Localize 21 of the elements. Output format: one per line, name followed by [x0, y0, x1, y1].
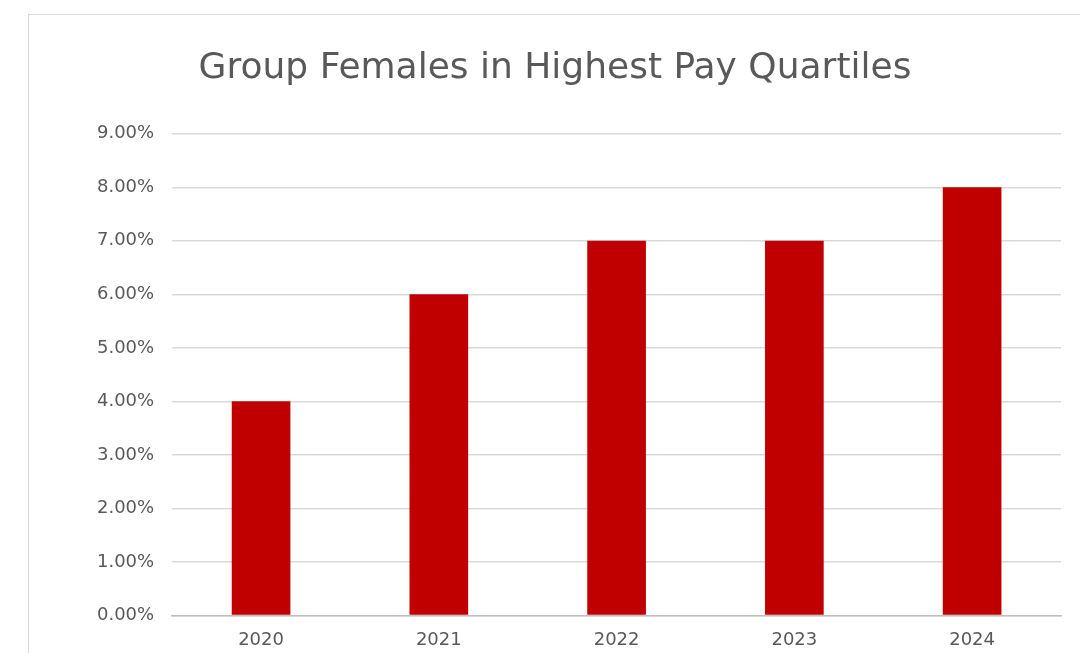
bar — [942, 187, 1002, 615]
bar — [587, 240, 646, 615]
y-tick-label: 8.00% — [96, 174, 155, 196]
y-tick-label: 7.00% — [96, 228, 155, 250]
y-tick-label: 6.00% — [96, 282, 155, 304]
chart-title: Group Females in Highest Pay Quartiles — [197, 45, 913, 86]
x-tick-label: 2021 — [415, 627, 462, 649]
y-tick-label: 1.00% — [96, 549, 155, 571]
bar — [765, 240, 824, 615]
bar — [231, 401, 291, 615]
bar — [409, 294, 469, 615]
x-tick-label: 2020 — [238, 627, 284, 649]
y-tick-label: 3.00% — [96, 442, 155, 464]
y-tick-label: 9.00% — [96, 121, 155, 143]
x-tick-label: 2022 — [593, 627, 640, 649]
y-tick-label: 5.00% — [96, 335, 155, 357]
y-tick-label: 4.00% — [96, 389, 155, 411]
y-tick-label: 0.00% — [96, 603, 155, 625]
x-tick-label: 2023 — [771, 627, 818, 649]
x-tick-label: 2024 — [949, 627, 996, 649]
y-tick-label: 2.00% — [96, 496, 155, 518]
